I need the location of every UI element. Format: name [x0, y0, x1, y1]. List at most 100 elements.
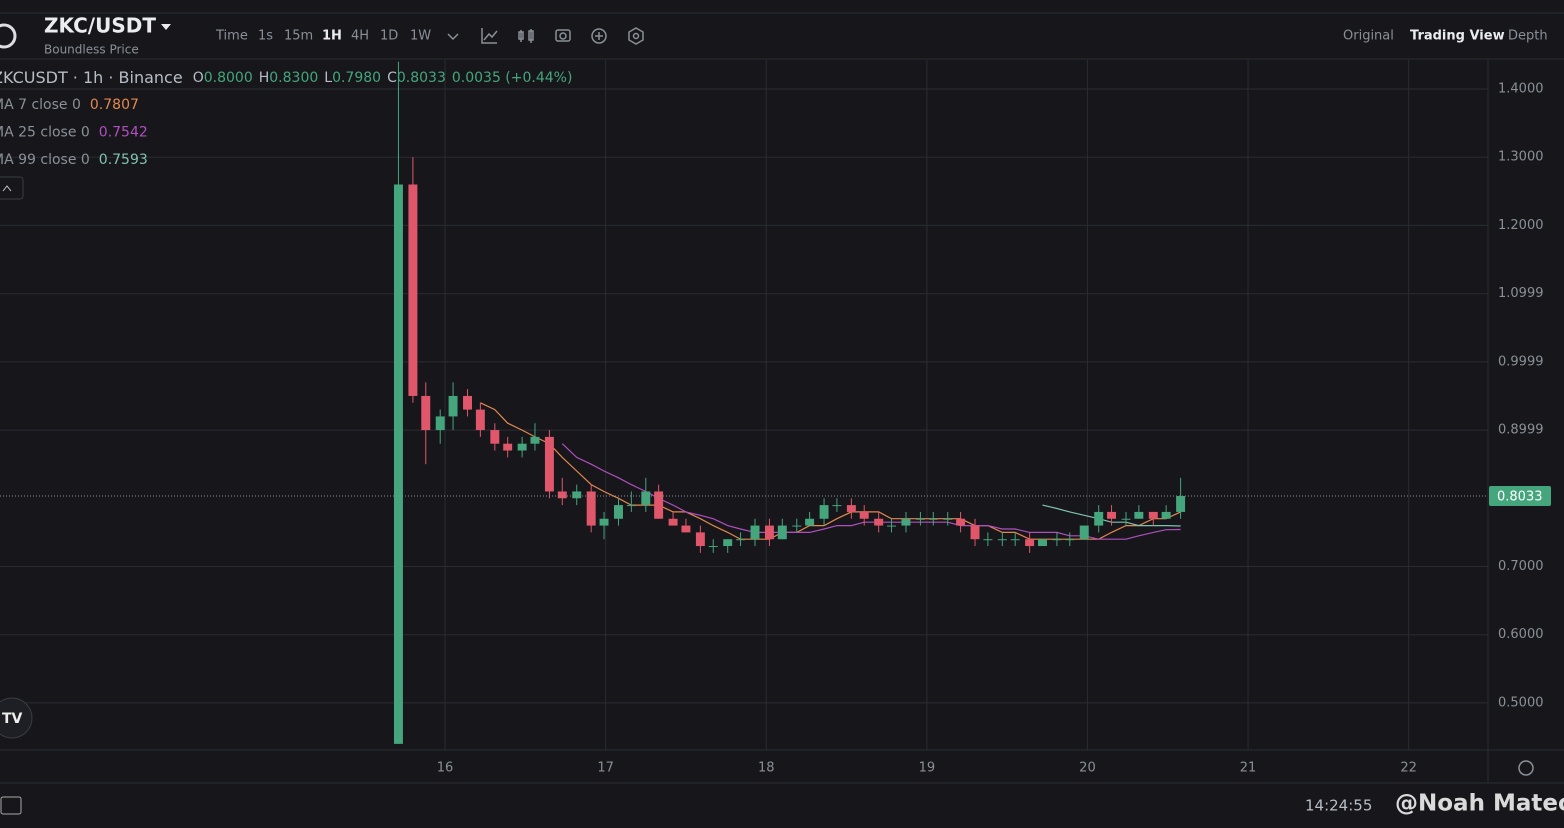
view-button[interactable]: Depth [1508, 29, 1548, 44]
calendar-icon[interactable] [0, 796, 22, 815]
view-button[interactable]: Trading View [1410, 29, 1505, 44]
candle-body [1121, 518, 1131, 520]
candle-body [1148, 511, 1158, 519]
plot-area: 0.5000 0.6000 0.7000 0.8999 0.9999 1.0999 1.20… [0, 60, 1564, 783]
y-tick-label: 0.9999 [1498, 354, 1544, 369]
y-tick-label: 1.2000 [1498, 218, 1544, 233]
ma-legend-row: MA 25 close 0 0.7542 [0, 125, 148, 141]
candle-body [874, 518, 884, 526]
ma-name: MA 7 close 0 [0, 97, 81, 113]
candle-body [626, 505, 636, 507]
collapse-chevron [2, 185, 12, 192]
h-value: 0.8300 [269, 70, 318, 86]
symbol[interactable]: ZKC/USDT [44, 14, 156, 38]
candle-body [970, 525, 980, 540]
last-price-label: 0.8033 [1497, 490, 1543, 505]
h-label: H [259, 70, 270, 86]
candle-body [586, 491, 596, 526]
axis-settings[interactable] [1518, 760, 1534, 776]
candle-body [723, 539, 733, 547]
candle-body [393, 184, 403, 744]
x-tick-label: 22 [1400, 761, 1417, 776]
candle-body [544, 436, 554, 492]
y-tick-label: 1.3000 [1498, 150, 1544, 165]
c-label: C [387, 70, 397, 86]
candle-body [490, 430, 500, 444]
symbol-dropdown[interactable] [161, 24, 171, 30]
candle-body [1079, 525, 1089, 540]
candle-body [1107, 511, 1117, 519]
candle-body [572, 491, 582, 499]
candle-body [681, 525, 691, 533]
candle-body [764, 525, 774, 540]
x-tick-label: 17 [597, 761, 614, 776]
candle-body [408, 184, 418, 396]
y-tick-label: 0.6000 [1498, 627, 1544, 642]
candle-body [503, 443, 513, 451]
candle-body [695, 532, 705, 547]
more-intervals[interactable] [447, 33, 459, 41]
interval-button[interactable]: 1W [410, 29, 431, 44]
y-tick-label: 0.7000 [1498, 559, 1544, 574]
interval-button[interactable]: 4H [351, 29, 369, 44]
candle-body [654, 491, 664, 519]
ma-legend-row: MA 99 close 0 0.7593 [0, 152, 148, 168]
candle-body [1025, 539, 1035, 547]
candle-body [983, 539, 993, 541]
interval-button[interactable]: Time [215, 29, 248, 44]
candle-body [901, 518, 911, 526]
candle-body [463, 395, 473, 410]
interval-button[interactable]: 15m [284, 29, 313, 44]
change: 0.0035 (+0.44%) [452, 70, 573, 86]
screenshot-lens [559, 32, 567, 40]
candle-body [956, 518, 966, 526]
candle-body [448, 395, 458, 417]
candle-body [557, 491, 567, 499]
candle-body [641, 491, 651, 506]
candle-body [915, 518, 925, 520]
view-button[interactable]: Original [1343, 29, 1394, 44]
ma-line [561, 443, 1181, 540]
x-tick-label: 18 [758, 761, 775, 776]
ma-name: MA 25 close 0 [0, 125, 90, 141]
view-switch: Original Trading View Depth [1343, 29, 1548, 44]
candle-body [832, 505, 842, 507]
candle-body [887, 525, 896, 527]
candle-body [736, 539, 746, 541]
y-tick-label: 1.4000 [1498, 81, 1544, 96]
screenshot-icon[interactable] [555, 29, 571, 42]
x-tick-label: 19 [919, 761, 936, 776]
chart-type-icon[interactable] [518, 29, 534, 43]
l-label: L [324, 70, 332, 86]
collapse-button[interactable] [0, 176, 24, 200]
candle-body [928, 518, 938, 520]
candle-body [805, 518, 815, 526]
clock: 14:24:55 [1305, 797, 1372, 815]
x-tick-label: 16 [437, 761, 454, 776]
candle-body [777, 525, 787, 540]
candle-body [1094, 511, 1104, 526]
o-value: 0.8000 [204, 70, 253, 86]
candle-body [421, 395, 431, 431]
tv-logo-text: TV [2, 711, 23, 727]
tv-logo[interactable] [0, 697, 33, 739]
interval-bar: Time 1s 15m 1H 4H 1D 1W [215, 29, 431, 44]
tool-icons [447, 27, 644, 45]
y-tick-label: 0.5000 [1498, 695, 1544, 710]
ma-line [480, 402, 1181, 540]
candle-body [1038, 539, 1047, 547]
interval-button[interactable]: 1D [380, 29, 398, 44]
candle-body [1052, 539, 1062, 541]
legend-symbol: ZKCUSDT · 1h · Binance [0, 68, 183, 87]
interval-button[interactable]: 1s [258, 29, 273, 44]
add-icon[interactable] [591, 28, 607, 44]
subtitle[interactable]: Boundless Price [44, 43, 139, 57]
interval-button[interactable]: 1H [322, 29, 342, 44]
candle-body [750, 525, 760, 540]
indicator-icon[interactable] [481, 28, 498, 44]
ma-legend-row: MA 7 close 0 0.7807 [0, 97, 139, 113]
candle-body [530, 436, 540, 444]
candle-body [1134, 511, 1144, 519]
settings-icon[interactable] [628, 27, 644, 45]
